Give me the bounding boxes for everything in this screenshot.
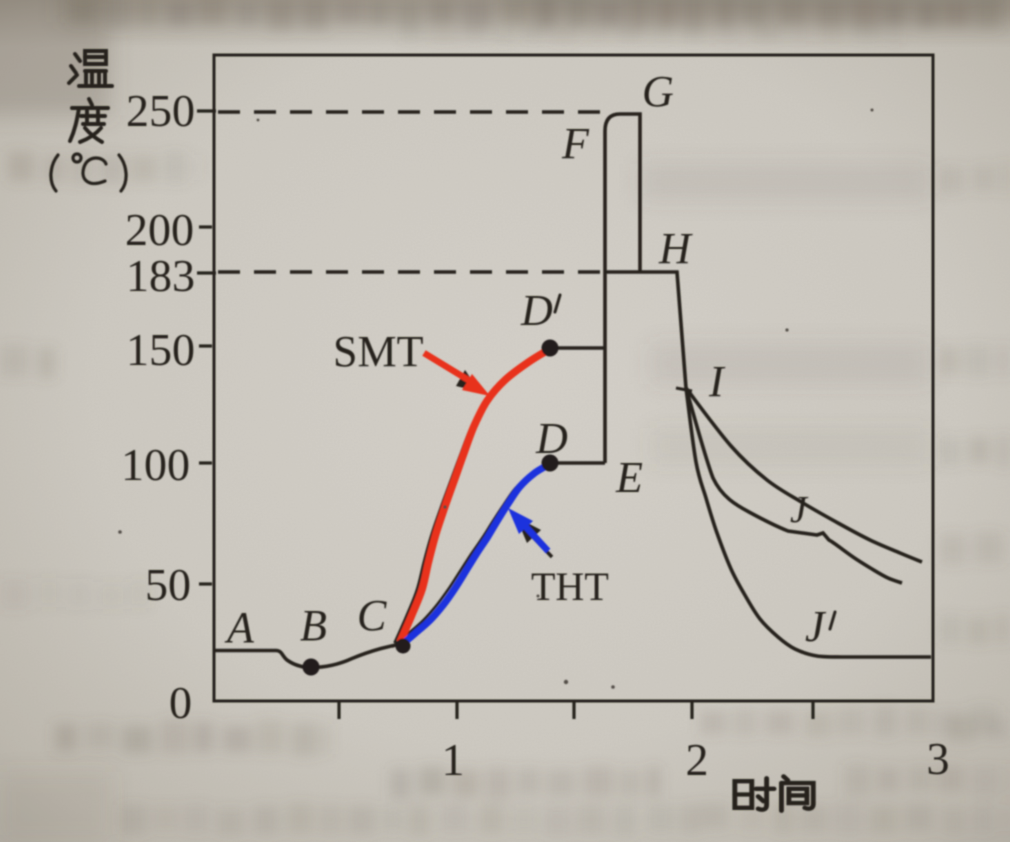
svg-text:G: G — [642, 67, 674, 116]
svg-text:F: F — [561, 119, 590, 168]
svg-text:2: 2 — [686, 734, 709, 785]
svg-text:100: 100 — [121, 439, 190, 490]
svg-text:250: 250 — [126, 85, 195, 136]
svg-text:50: 50 — [145, 559, 191, 610]
svg-text:A: A — [224, 603, 255, 652]
svg-text:1: 1 — [442, 734, 465, 785]
svg-text:THT: THT — [531, 564, 609, 609]
svg-text:D: D — [520, 286, 553, 335]
svg-text:E: E — [615, 453, 643, 502]
svg-text:J: J — [805, 602, 827, 651]
svg-text:D: D — [535, 414, 568, 463]
svg-text:0: 0 — [169, 677, 192, 728]
svg-text:J: J — [790, 489, 809, 531]
svg-text:150: 150 — [126, 324, 195, 375]
svg-text:183: 183 — [126, 250, 195, 301]
svg-text:B: B — [300, 601, 327, 650]
svg-text:C: C — [357, 591, 387, 640]
svg-text:I: I — [708, 357, 726, 406]
svg-text:SMT: SMT — [333, 327, 424, 376]
svg-text:3: 3 — [927, 733, 950, 784]
svg-text:H: H — [658, 224, 693, 273]
svg-text:200: 200 — [125, 204, 194, 255]
